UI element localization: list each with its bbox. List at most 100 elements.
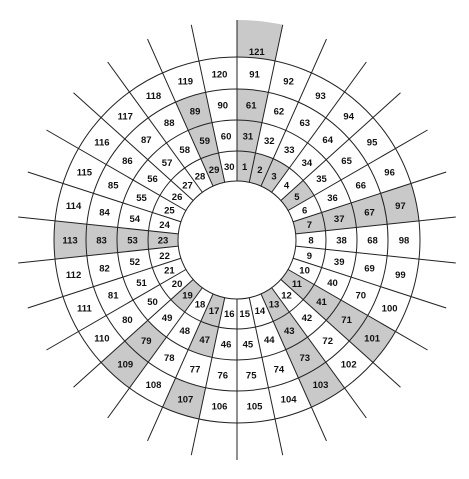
shaded-cell-11 bbox=[280, 269, 315, 300]
cell-number: 47 bbox=[199, 335, 210, 346]
cell-number: 37 bbox=[334, 214, 345, 225]
cell-number: 61 bbox=[246, 101, 257, 112]
radial-spoke bbox=[27, 171, 182, 223]
shaded-cell-97 bbox=[380, 183, 419, 225]
cell-number: 22 bbox=[159, 251, 170, 262]
cell-number: 94 bbox=[343, 111, 354, 122]
cell-number: 40 bbox=[327, 278, 338, 289]
cell-number: 50 bbox=[147, 297, 158, 308]
cell-number: 74 bbox=[274, 364, 285, 375]
cell-number: 70 bbox=[356, 291, 367, 302]
cell-number: 116 bbox=[94, 137, 109, 148]
cell-number: 120 bbox=[212, 69, 228, 80]
cell-number: 67 bbox=[364, 207, 375, 218]
cell-number: 44 bbox=[264, 335, 275, 346]
radial-spoke bbox=[190, 24, 226, 183]
cell-number: 73 bbox=[300, 353, 311, 364]
cell-number: 46 bbox=[221, 339, 232, 350]
radial-spoke bbox=[295, 245, 456, 264]
radial-spoke bbox=[18, 245, 179, 264]
cell-number: 24 bbox=[159, 220, 170, 231]
radial-spoke bbox=[260, 293, 327, 442]
cell-number: 118 bbox=[146, 91, 161, 102]
cell-number: 121 bbox=[249, 47, 266, 58]
cell-number: 115 bbox=[77, 168, 93, 179]
radial-spoke bbox=[295, 216, 456, 235]
cell-number: 21 bbox=[164, 266, 175, 277]
cell-number: 10 bbox=[299, 266, 310, 277]
cell-number: 91 bbox=[249, 69, 260, 80]
cell-number: 98 bbox=[399, 236, 410, 247]
cell-number: 19 bbox=[182, 291, 193, 302]
cell-number: 95 bbox=[367, 137, 378, 148]
cell-number: 38 bbox=[336, 236, 347, 247]
cell-number: 17 bbox=[209, 306, 220, 317]
cell-number: 97 bbox=[395, 201, 406, 212]
cell-number: 105 bbox=[247, 402, 264, 413]
ring-circle-1 bbox=[177, 180, 297, 300]
cell-number: 81 bbox=[108, 291, 119, 302]
cell-number: 6 bbox=[302, 205, 307, 216]
cell-number: 4 bbox=[284, 181, 290, 192]
cell-number: 71 bbox=[341, 315, 352, 326]
cell-number: 34 bbox=[302, 158, 313, 169]
shaded-cells-layer bbox=[54, 20, 419, 420]
cell-number: 1 bbox=[242, 162, 248, 173]
cell-number: 59 bbox=[199, 136, 210, 147]
cell-number: 5 bbox=[294, 192, 300, 203]
shaded-cell-41 bbox=[303, 284, 341, 321]
cell-number: 102 bbox=[341, 360, 357, 371]
cell-number: 31 bbox=[243, 132, 254, 143]
cell-numbers-layer: 1 234567891011121314151617181920212223242… bbox=[62, 47, 409, 413]
shaded-cell-121 bbox=[237, 20, 283, 61]
radial-spoke bbox=[190, 297, 226, 456]
radial-spoke bbox=[280, 92, 401, 201]
cell-number: 8 bbox=[308, 236, 313, 247]
shaded-cell-31 bbox=[237, 120, 262, 153]
cell-number: 64 bbox=[322, 135, 333, 146]
cell-number: 60 bbox=[221, 132, 232, 143]
cell-number: 108 bbox=[146, 380, 162, 391]
cell-number: 111 bbox=[77, 303, 93, 314]
shaded-cell-61 bbox=[237, 89, 269, 123]
cell-number: 93 bbox=[315, 91, 326, 102]
radial-spoke bbox=[287, 129, 428, 211]
cell-number: 27 bbox=[182, 181, 193, 192]
radial-spoke bbox=[18, 216, 179, 235]
shaded-cell-107 bbox=[162, 377, 206, 420]
shaded-cell-2 bbox=[249, 152, 274, 187]
shaded-cell-7 bbox=[293, 212, 326, 234]
cell-number: 30 bbox=[224, 162, 235, 173]
cell-number: 13 bbox=[269, 300, 280, 311]
cell-number: 14 bbox=[255, 306, 266, 317]
cell-number: 113 bbox=[62, 236, 77, 247]
cell-number: 7 bbox=[307, 220, 312, 231]
cell-number: 88 bbox=[164, 118, 175, 129]
cell-number: 68 bbox=[367, 236, 378, 247]
cell-number: 35 bbox=[316, 174, 327, 185]
cell-number: 54 bbox=[130, 214, 141, 225]
cell-number: 80 bbox=[122, 315, 133, 326]
cell-number: 75 bbox=[246, 370, 257, 381]
shaded-cell-67 bbox=[351, 193, 388, 228]
cell-number: 12 bbox=[281, 291, 292, 302]
cell-number: 114 bbox=[66, 201, 82, 212]
shaded-cell-17 bbox=[200, 293, 225, 328]
cell-number: 9 bbox=[307, 251, 312, 262]
cell-number: 117 bbox=[118, 111, 133, 122]
cell-number: 2 bbox=[257, 165, 262, 176]
cell-number: 63 bbox=[300, 118, 311, 129]
cell-number: 20 bbox=[172, 279, 183, 290]
shaded-cell-79 bbox=[124, 320, 167, 363]
shaded-cell-29 bbox=[200, 152, 225, 187]
cell-number: 77 bbox=[190, 364, 201, 375]
radial-spoke bbox=[248, 297, 284, 456]
cell-number: 29 bbox=[209, 165, 220, 176]
cell-number: 65 bbox=[341, 156, 352, 167]
cell-number: 99 bbox=[395, 270, 406, 281]
cell-number: 43 bbox=[284, 326, 295, 337]
cell-number: 72 bbox=[322, 336, 333, 347]
cell-number: 15 bbox=[239, 309, 250, 320]
cell-number: 57 bbox=[162, 158, 173, 169]
